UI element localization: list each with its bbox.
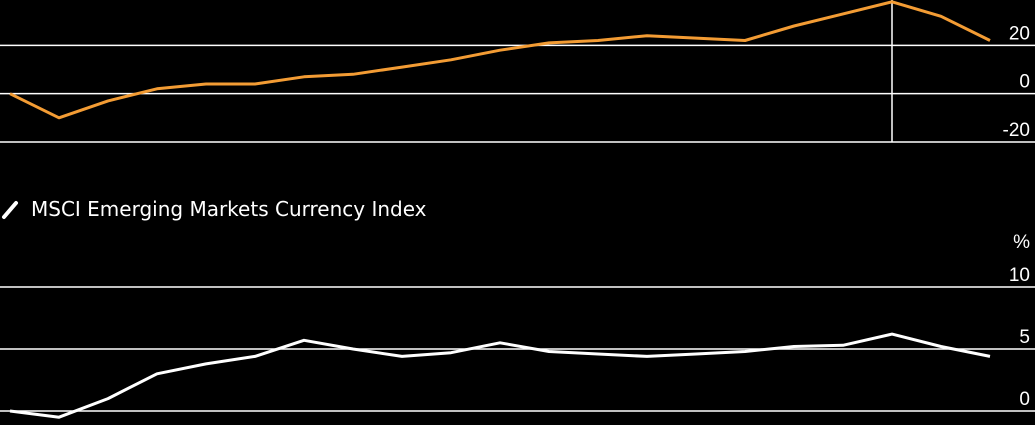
y-tick-label: 20 bbox=[1009, 23, 1030, 44]
legend-label: MSCI Emerging Markets Currency Index bbox=[31, 197, 427, 221]
y-tick-label: 0 bbox=[1019, 389, 1030, 410]
top-series-line bbox=[9, 0, 991, 120]
top-chart-panel: -20 0 20 bbox=[0, 0, 1035, 143]
y-tick-label: -20 bbox=[1003, 120, 1030, 141]
legend: MSCI Emerging Markets Currency Index bbox=[2, 197, 427, 221]
bottom-chart-panel: % 0 5 10 bbox=[0, 232, 1035, 419]
y-tick-label: 10 bbox=[1009, 265, 1030, 286]
bottom-series-line bbox=[9, 332, 991, 419]
y-unit-label: % bbox=[1013, 232, 1030, 253]
y-tick-label: 5 bbox=[1019, 327, 1030, 348]
legend-swatch bbox=[2, 201, 18, 219]
y-tick-label: 0 bbox=[1019, 72, 1030, 93]
